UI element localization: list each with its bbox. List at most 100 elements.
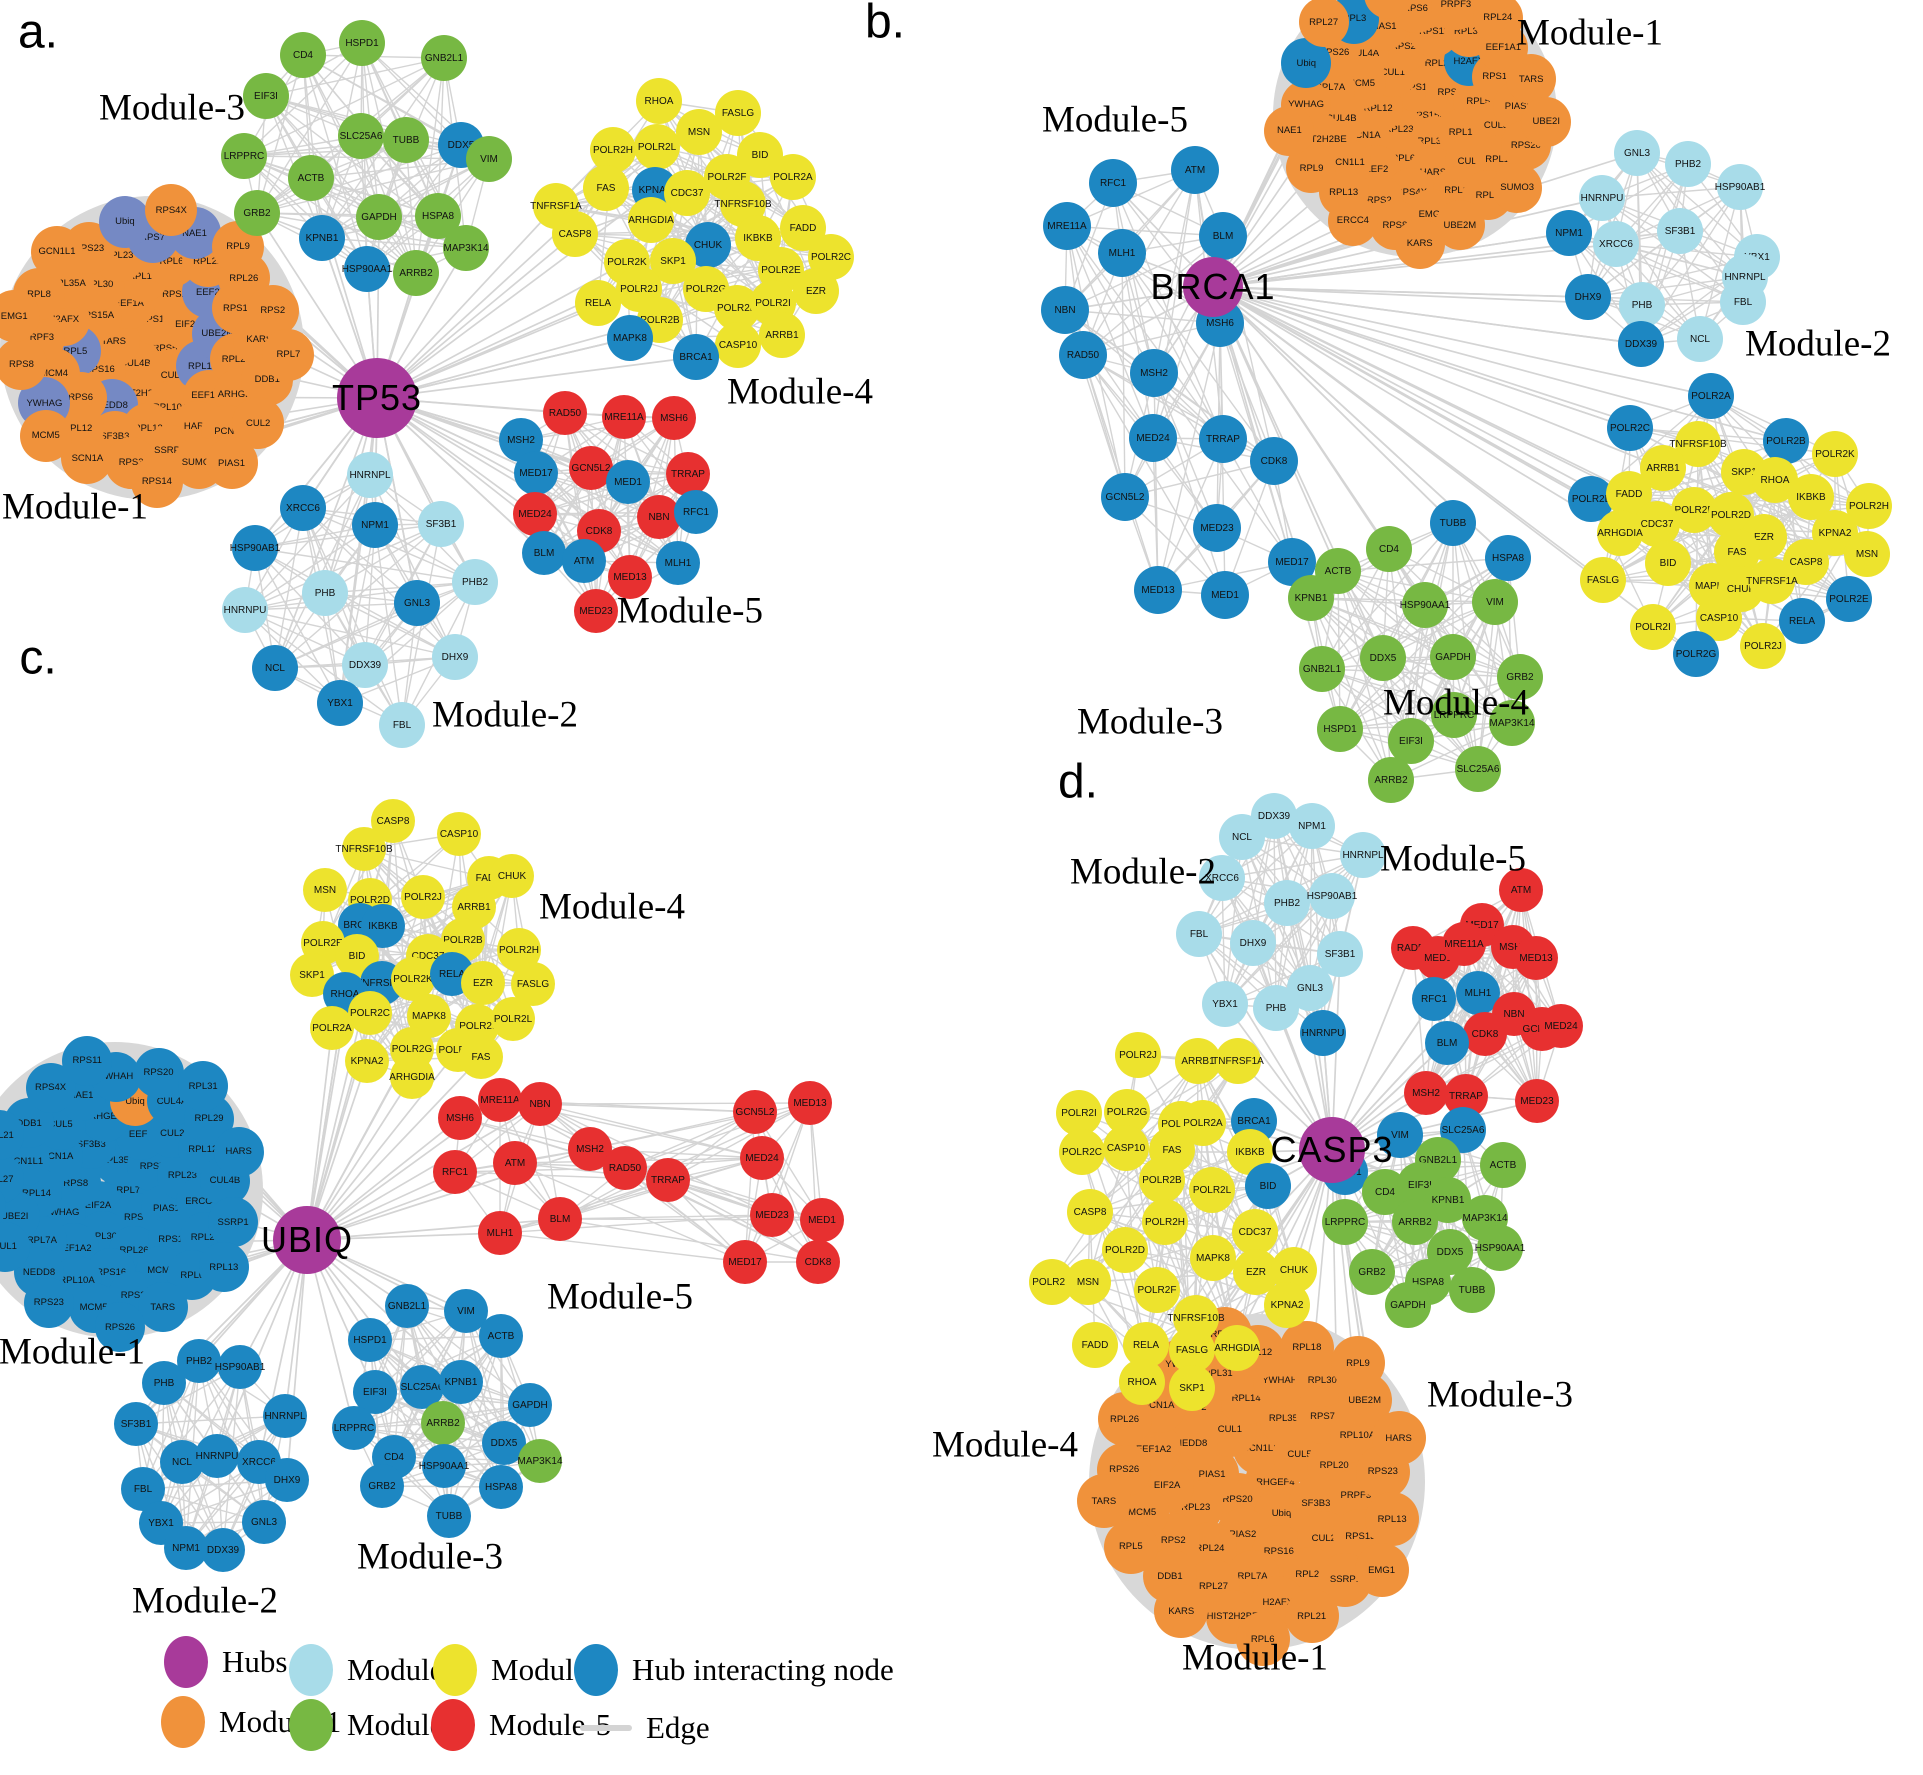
node-msn[interactable]: MSN <box>676 109 722 155</box>
node-polr2i[interactable]: POLR2I <box>1630 604 1676 650</box>
node-rpl13[interactable]: RPL13 <box>1365 1492 1420 1547</box>
node-tnfrsf1a[interactable]: TNFRSF1A <box>1746 558 1798 604</box>
node-grb2[interactable]: GRB2 <box>234 190 280 236</box>
node-gnl3[interactable]: GNL3 <box>242 1500 286 1544</box>
node-casp10[interactable]: CASP10 <box>437 812 481 856</box>
node-polr2a[interactable]: POLR2A <box>1688 373 1734 419</box>
node-hnrnpl[interactable]: HNRNPL <box>263 1394 307 1438</box>
node-polr2l[interactable]: POLR2L <box>634 124 680 170</box>
node-nae1[interactable]: NAE1 <box>1264 105 1315 156</box>
node-hnrnpu[interactable]: HNRNPU <box>1579 175 1625 221</box>
node-ncl[interactable]: NCL <box>252 645 298 691</box>
node-msn[interactable]: MSN <box>1065 1259 1111 1305</box>
node-rps11[interactable]: RPS11 <box>62 1035 113 1086</box>
node-ddx39[interactable]: DDX39 <box>201 1528 245 1572</box>
node-fbl[interactable]: FBL <box>1176 911 1222 957</box>
node-polr2k[interactable]: POLR2K <box>1812 431 1858 477</box>
node-med23[interactable]: MED23 <box>574 589 618 633</box>
node-hars[interactable]: HARS <box>1371 1411 1426 1466</box>
node-kpna2[interactable]: KPNA2 <box>1264 1282 1310 1328</box>
node-kpnb1[interactable]: KPNB1 <box>1288 575 1334 621</box>
node-mlh1[interactable]: MLH1 <box>656 541 700 585</box>
node-med1[interactable]: MED1 <box>800 1198 844 1242</box>
node-med1[interactable]: MED1 <box>1201 571 1249 619</box>
node-kpna2[interactable]: KPNA2 <box>345 1039 389 1083</box>
node-cd4[interactable]: CD4 <box>1366 526 1412 572</box>
node-phb[interactable]: PHB <box>302 570 348 616</box>
node-gapdh[interactable]: GAPDH <box>1385 1282 1431 1328</box>
node-gnb2l1[interactable]: GNB2L1 <box>421 35 467 81</box>
node-rfc1[interactable]: RFC1 <box>1412 977 1456 1021</box>
node-polr2h[interactable]: POLR2H <box>1142 1199 1188 1245</box>
node-cdk8[interactable]: CDK8 <box>1463 1012 1507 1056</box>
node-med1[interactable]: MED1 <box>606 460 650 504</box>
node-arrb1[interactable]: ARRB1 <box>759 312 805 358</box>
node-rps2[interactable]: RPS2 <box>246 284 299 337</box>
node-gapdh[interactable]: GAPDH <box>508 1383 552 1427</box>
node-hsp90aa1[interactable]: HSP90AA1 <box>1475 1225 1525 1271</box>
node-blm[interactable]: BLM <box>522 531 566 575</box>
node-lrpprc[interactable]: LRPPRC <box>221 133 267 179</box>
node-med23[interactable]: MED23 <box>1515 1079 1559 1123</box>
node-blm[interactable]: BLM <box>538 1197 582 1241</box>
node-fbl[interactable]: FBL <box>379 702 425 748</box>
node-med17[interactable]: MED17 <box>723 1240 767 1284</box>
node-rpl7[interactable]: RPL7 <box>262 328 315 381</box>
node-gapdh[interactable]: GAPDH <box>356 194 402 240</box>
node-mlh1[interactable]: MLH1 <box>478 1211 522 1255</box>
node-kpnb1[interactable]: KPNB1 <box>299 215 345 261</box>
node-polr2j[interactable]: POLR2J <box>401 875 445 919</box>
node-fas[interactable]: FAS <box>583 165 629 211</box>
node-atm[interactable]: ATM <box>562 539 606 583</box>
node-vim[interactable]: VIM <box>1472 579 1518 625</box>
node-arrb2[interactable]: ARRB2 <box>393 250 439 296</box>
node-grb2[interactable]: GRB2 <box>1349 1249 1395 1295</box>
node-arhgdia[interactable]: ARHGDIA <box>389 1055 435 1099</box>
node-tars[interactable]: TARS <box>137 1282 188 1333</box>
node-brca1[interactable]: BRCA1 <box>673 334 719 380</box>
node-ercc4[interactable]: ERCC4 <box>1327 195 1378 246</box>
node-hsp90ab1[interactable]: HSP90AB1 <box>1715 164 1765 210</box>
node-casp8[interactable]: CASP8 <box>552 211 598 257</box>
node-rpl18[interactable]: RPL18 <box>1279 1320 1334 1375</box>
node-med24[interactable]: MED24 <box>1129 414 1177 462</box>
node-atm[interactable]: ATM <box>1171 146 1219 194</box>
node-faslg[interactable]: FASLG <box>1580 557 1626 603</box>
node-phb2[interactable]: PHB2 <box>452 559 498 605</box>
node-hspd1[interactable]: HSPD1 <box>339 20 385 66</box>
node-polr2a[interactable]: POLR2A <box>310 1006 354 1050</box>
node-med24[interactable]: MED24 <box>1539 1004 1583 1048</box>
node-polr2l[interactable]: POLR2L <box>491 997 535 1041</box>
node-msh6[interactable]: MSH6 <box>438 1096 482 1140</box>
node-med13[interactable]: MED13 <box>1134 566 1182 614</box>
node-polr2g[interactable]: POLR2G <box>1673 631 1719 677</box>
node-hsp90aa1[interactable]: HSP90AA1 <box>419 1444 469 1488</box>
node-gcn1l1[interactable]: GCN1L1 <box>31 225 83 278</box>
node-fas[interactable]: FAS <box>459 1035 503 1079</box>
node-pias1[interactable]: PIAS1 <box>205 437 258 490</box>
node-polr2a[interactable]: POLR2A <box>770 154 816 200</box>
node-npm1[interactable]: NPM1 <box>1289 803 1335 849</box>
node-ybx1[interactable]: YBX1 <box>317 680 363 726</box>
node-med23[interactable]: MED23 <box>750 1193 794 1237</box>
node-cd4[interactable]: CD4 <box>280 32 326 78</box>
node-dhx9[interactable]: DHX9 <box>1230 920 1276 966</box>
node-tubb[interactable]: TUBB <box>1449 1267 1495 1313</box>
node-gnb2l1[interactable]: GNB2L1 <box>1299 646 1345 692</box>
node-actb[interactable]: ACTB <box>1480 1142 1526 1188</box>
node-sumo3[interactable]: SUMO3 <box>1492 162 1543 213</box>
node-arhgdia[interactable]: ARHGDIA <box>1214 1325 1260 1371</box>
node-casp10[interactable]: CASP10 <box>715 322 761 368</box>
node-msh2[interactable]: MSH2 <box>1130 349 1178 397</box>
node-mapk8[interactable]: MAPK8 <box>607 315 653 361</box>
hub-tp53[interactable] <box>337 358 417 438</box>
node-polr2c[interactable]: POLR2C <box>1059 1129 1105 1175</box>
node-polr2c[interactable]: POLR2C <box>1607 405 1653 451</box>
node-mre11a[interactable]: MRE11A <box>1043 202 1091 250</box>
node-med23[interactable]: MED23 <box>1193 504 1241 552</box>
node-ybx1[interactable]: YBX1 <box>1202 981 1248 1027</box>
node-gnl3[interactable]: GNL3 <box>1614 130 1660 176</box>
node-hnrnpl[interactable]: HNRNPL <box>347 452 393 498</box>
node-polr2j[interactable]: POLR2J <box>1740 623 1786 669</box>
node-med17[interactable]: MED17 <box>514 451 558 495</box>
